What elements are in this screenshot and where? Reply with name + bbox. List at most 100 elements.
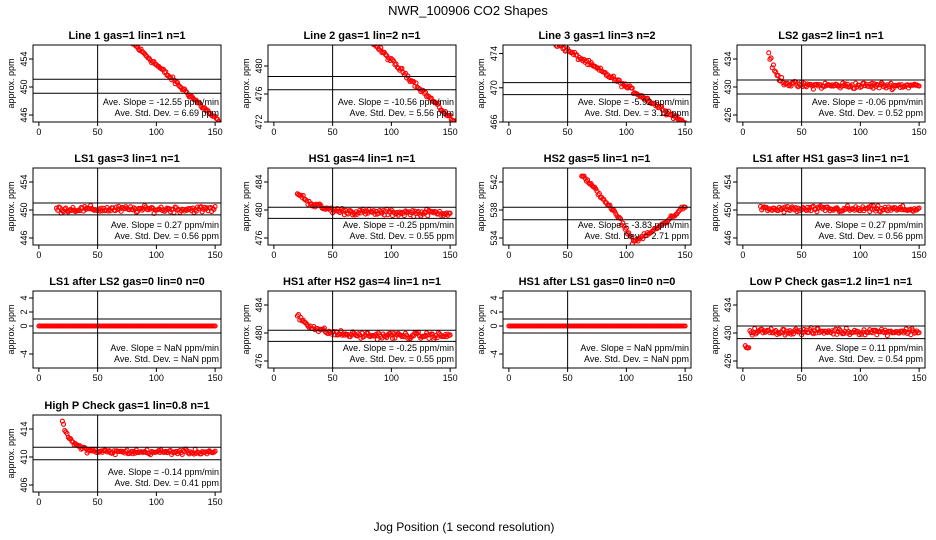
x-tick-label: 100 bbox=[384, 250, 399, 260]
data-point bbox=[753, 326, 757, 330]
data-series bbox=[507, 324, 687, 328]
y-tick-label: 472 bbox=[254, 114, 264, 129]
x-tick-label: 50 bbox=[93, 250, 103, 260]
panel: HS1 after LS1 gas=0 lin=0 n=00 50 100 150-4… bbox=[476, 276, 693, 383]
data-point bbox=[460, 127, 464, 131]
figure-canvas: NWR_100906 CO2 Shapes Jog Position (1 se… bbox=[0, 0, 936, 540]
y-tick-label: 446 bbox=[19, 107, 29, 122]
y-tick-label: 474 bbox=[489, 46, 499, 61]
stddev-annotation: Ave. Std. Dev. = 0.52 ppm bbox=[819, 108, 923, 118]
stddev-annotation: Ave. Std. Dev. = 0.54 ppm bbox=[819, 354, 923, 364]
y-tick-label: 406 bbox=[19, 477, 29, 492]
stddev-annotation: Ave. Std. Dev. = 0.41 ppm bbox=[115, 478, 219, 488]
x-tick-label: 150 bbox=[443, 127, 458, 137]
y-tick-label: 466 bbox=[489, 114, 499, 129]
y-tick-label: 430 bbox=[723, 325, 733, 340]
y-tick-label: 484 bbox=[254, 297, 264, 312]
x-tick-label: 50 bbox=[563, 127, 573, 137]
x-tick-label: 100 bbox=[853, 373, 868, 383]
stddev-annotation: Ave. Std. Dev. = 0.55 ppm bbox=[350, 231, 454, 241]
y-tick-label: 450 bbox=[19, 79, 29, 94]
x-tick-label: 150 bbox=[443, 250, 458, 260]
y-axis-label: approx. ppm bbox=[241, 58, 251, 108]
stddev-annotation: Ave. Std. Dev. = 3.12 ppm bbox=[585, 108, 689, 118]
y-tick-label: 410 bbox=[19, 449, 29, 464]
x-tick-label: 150 bbox=[912, 250, 927, 260]
data-point bbox=[458, 125, 462, 129]
x-tick-label: 0 bbox=[740, 373, 745, 383]
x-tick-label: 150 bbox=[912, 373, 927, 383]
y-axis-label: approx. ppm bbox=[6, 58, 16, 108]
panel: LS2 gas=2 lin=1 n=1 0 50 100 150 426 430 434app… bbox=[710, 30, 927, 137]
y-axis-label: approx. ppm bbox=[476, 58, 486, 108]
y-tick-label: 538 bbox=[489, 202, 499, 217]
panel: LS1 after LS2 gas=0 lin=0 n=0 0 50 100 150 -4… bbox=[6, 276, 223, 383]
panel: Line 1 gas=1 lin=1 n=10 50 100 150446450454… bbox=[6, 30, 229, 137]
x-tick-label: 50 bbox=[328, 127, 338, 137]
x-tick-label: 50 bbox=[328, 250, 338, 260]
y-axis-label: approx. ppm bbox=[6, 181, 16, 231]
y-tick-label: 426 bbox=[723, 353, 733, 368]
x-tick-label: 50 bbox=[563, 373, 573, 383]
x-tick-label: 50 bbox=[797, 373, 807, 383]
x-tick-label: 100 bbox=[149, 373, 164, 383]
x-tick-label: 100 bbox=[619, 250, 634, 260]
y-axis-label: approx. ppm bbox=[710, 58, 720, 108]
x-tick-label: 150 bbox=[912, 127, 927, 137]
slope-annotation: Ave. Slope = -0.14 ppm/min bbox=[108, 467, 219, 477]
y-tick-label: 0 bbox=[19, 323, 29, 328]
x-tick-label: 0 bbox=[36, 373, 41, 383]
slope-annotation: Ave. Slope = NaN ppm/min bbox=[110, 343, 219, 353]
y-tick-label: 430 bbox=[723, 79, 733, 94]
x-tick-label: 0 bbox=[36, 497, 41, 507]
slope-annotation: Ave. Slope = -10.56 ppm/min bbox=[338, 97, 454, 107]
panel-title: Low P Check gas=1.2 lin=1 n=1 bbox=[750, 276, 913, 288]
figure-title: NWR_100906 CO2 Shapes bbox=[388, 3, 548, 18]
y-axis-label: approx. ppm bbox=[241, 304, 251, 354]
y-tick-label: 470 bbox=[489, 80, 499, 95]
y-tick-label: 454 bbox=[723, 174, 733, 189]
x-tick-label: 100 bbox=[149, 497, 164, 507]
y-axis-label: approx. ppm bbox=[710, 181, 720, 231]
x-tick-label: 150 bbox=[678, 127, 693, 137]
data-series bbox=[295, 313, 452, 342]
x-tick-label: 0 bbox=[506, 250, 511, 260]
stddev-annotation: Ave. Std. Dev. = NaN ppm bbox=[114, 354, 219, 364]
panel: Line 2 gas=1 lin=2 n=10 50 100 150472476480… bbox=[241, 30, 464, 137]
y-axis-label: approx. ppm bbox=[6, 304, 16, 354]
y-tick-label: 454 bbox=[19, 51, 29, 66]
y-tick-label: 446 bbox=[723, 230, 733, 245]
y-tick-label: -4 bbox=[19, 350, 29, 358]
y-tick-label: 534 bbox=[489, 230, 499, 245]
y-tick-label: 476 bbox=[254, 86, 264, 101]
y-tick-label: 414 bbox=[19, 421, 29, 436]
panel: Line 3 gas=1 lin=3 n=2 0 50 100 150 466 470 474… bbox=[476, 30, 693, 137]
data-point bbox=[459, 126, 463, 130]
y-tick-label: 542 bbox=[489, 174, 499, 189]
data-point bbox=[223, 124, 227, 128]
y-tick-label: 476 bbox=[254, 353, 264, 368]
stddev-annotation: Ave. Std. Dev. = 5.56 ppm bbox=[350, 108, 454, 118]
slope-annotation: Ave. Slope = 0.27 ppm/min bbox=[111, 220, 219, 230]
slope-annotation: Ave. Slope = -12.55 ppm/min bbox=[103, 97, 219, 107]
y-tick-label: 4 bbox=[489, 295, 499, 300]
stddev-annotation: Ave. Std. Dev. = 0.56 ppm bbox=[819, 231, 923, 241]
data-series bbox=[295, 192, 452, 219]
slope-annotation: Ave. Slope = -5.92 ppm/min bbox=[578, 97, 689, 107]
x-tick-label: 0 bbox=[740, 127, 745, 137]
x-tick-label: 0 bbox=[506, 373, 511, 383]
data-point bbox=[224, 125, 228, 129]
data-point bbox=[225, 127, 229, 131]
y-axis-label: approx. ppm bbox=[6, 428, 16, 478]
panel-title: High P Check gas=1 lin=0.8 n=1 bbox=[44, 400, 209, 412]
panel: High P Check gas=1 lin=0.8 n=1 0 50 100 150 4… bbox=[6, 400, 223, 507]
x-tick-label: 50 bbox=[93, 373, 103, 383]
x-tick-label: 100 bbox=[384, 373, 399, 383]
panel-title: Line 3 gas=1 lin=3 n=2 bbox=[538, 30, 655, 42]
x-tick-label: 150 bbox=[208, 373, 223, 383]
x-tick-label: 150 bbox=[678, 250, 693, 260]
x-tick-label: 100 bbox=[619, 373, 634, 383]
x-tick-label: 50 bbox=[93, 497, 103, 507]
stddev-annotation: Ave. Std. Dev. = 0.56 ppm bbox=[115, 231, 219, 241]
y-tick-label: 446 bbox=[19, 230, 29, 245]
